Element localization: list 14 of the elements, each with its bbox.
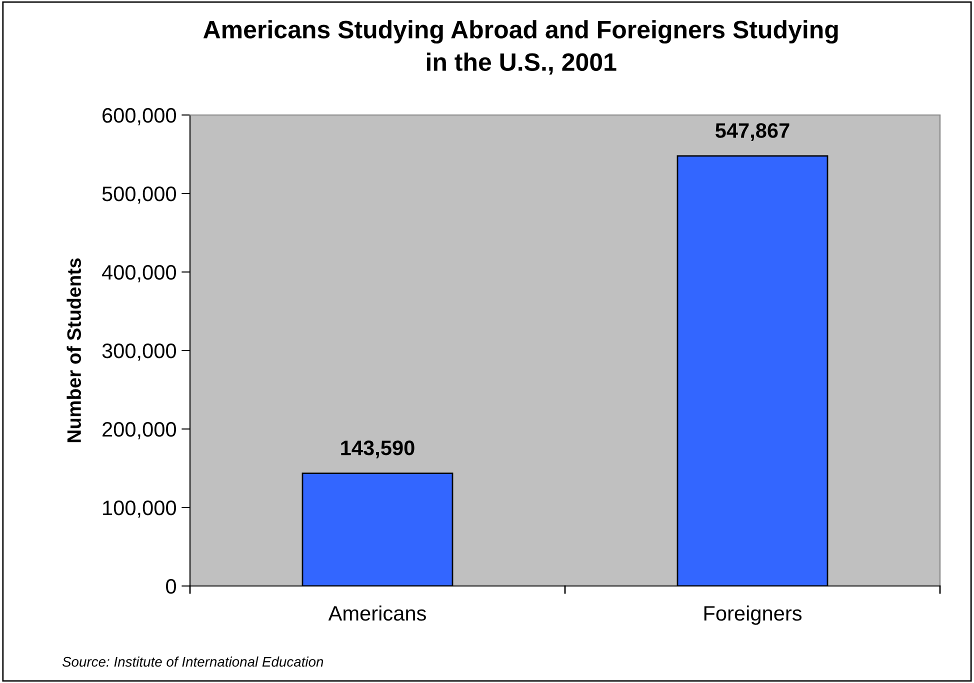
y-tick-label: 100,000 [103,500,176,518]
y-tick-label: 400,000 [102,265,176,282]
y-tick-label: 300,000 [102,344,176,361]
data-label: 143,590 [341,440,414,458]
y-axis-title: Number of Students [66,258,81,442]
x-tick-label: Foreigners [704,605,802,625]
source-note: Source: Institute of International Education [62,656,324,667]
y-tick-label: 600,000 [102,108,176,126]
y-tick-label: 500,000 [102,186,176,204]
x-tick-label: Americans [328,605,426,621]
y-tick-label: 0 [166,579,176,594]
chart-title: Americans Studying Abroad and Foreigners Studying in the U.S., 2001 [203,20,838,75]
data-label: 547,867 [715,123,790,141]
y-tick-label: 200,000 [102,422,176,440]
